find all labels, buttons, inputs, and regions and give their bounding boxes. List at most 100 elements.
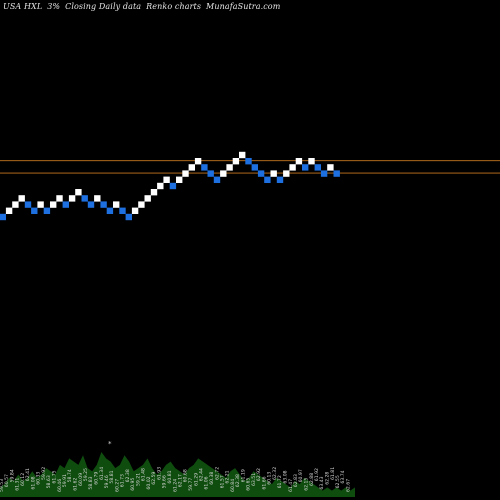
volume-label-56: 62.83 [293, 474, 299, 487]
renko-brick-47 [295, 158, 303, 165]
renko-brick-31 [194, 158, 202, 165]
renko-brick-32 [201, 164, 208, 171]
volume-label-63: 61.81 [330, 467, 336, 480]
volume-label-30: 61.93 [157, 467, 163, 480]
renko-brick-41 [257, 170, 265, 177]
renko-brick-34 [213, 176, 221, 183]
renko-brick-51 [320, 170, 328, 177]
volume-label-17: 58.83 [88, 476, 94, 489]
renko-brick-36 [226, 164, 233, 171]
renko-brick-52 [327, 164, 334, 171]
renko-brick-8 [50, 201, 57, 208]
volume-label-46: 61.19 [241, 469, 247, 482]
volume-label-23: 61.73 [120, 474, 126, 487]
volume-label-8: 59.92 [41, 467, 47, 480]
renko-brick-6 [37, 201, 44, 208]
volume-label-7: 60.33 [36, 472, 42, 485]
renko-brick-43 [270, 170, 277, 177]
renko-brick-5 [31, 207, 38, 214]
volume-label-65: 63.74 [340, 470, 346, 483]
renko-brick-21 [131, 207, 139, 214]
renko-brick-17 [106, 207, 114, 214]
volume-label-29: 62.59 [151, 472, 157, 485]
renko-brick-3 [18, 195, 25, 202]
volume-label-55: 61.47 [288, 479, 294, 492]
volume-label-33: 61.24 [172, 479, 178, 492]
renko-brick-18 [113, 201, 120, 208]
volume-label-11: 60.46 [57, 479, 63, 492]
volume-marker: * [108, 440, 112, 448]
renko-brick-0 [0, 213, 7, 221]
volume-label-61: 63.43 [319, 476, 325, 489]
volume-label-54: 63.08 [283, 470, 289, 483]
renko-brick-9 [56, 195, 63, 202]
renko-brick-25 [157, 182, 164, 190]
volume-label-52: 62.32 [272, 467, 278, 480]
volume-label-1: 60.57 [4, 474, 10, 487]
renko-brick-26 [163, 176, 170, 183]
volume-label-64: 62.55 [335, 475, 341, 488]
volume-label-3: 61.31 [15, 478, 21, 491]
symbol-label: USA HXL [3, 2, 43, 11]
volume-label-50: 61.66 [262, 476, 268, 489]
volume-label-66: 62.67 [346, 479, 352, 492]
renko-brick-22 [138, 201, 145, 208]
renko-brick-39 [245, 158, 252, 165]
volume-label-57: 60.97 [298, 469, 304, 482]
renko-brick-15 [94, 195, 101, 202]
renko-brick-12 [75, 189, 82, 196]
renko-brick-20 [125, 213, 132, 221]
volume-label-4: 60.12 [20, 473, 26, 486]
renko-brick-40 [251, 164, 258, 171]
renko-brick-46 [289, 164, 296, 171]
renko-brick-30 [188, 164, 195, 171]
renko-brick-11 [68, 195, 76, 202]
volume-label-0: 59.53 [0, 479, 5, 492]
volume-label-43: 62.21 [225, 470, 231, 483]
volume-label-42: 61.57 [220, 475, 226, 488]
renko-brick-44 [276, 176, 284, 183]
renko-brick-49 [308, 158, 315, 165]
renko-brick-16 [100, 201, 107, 208]
volume-label-2: 59.84 [10, 469, 16, 482]
volume-label-6: 61.08 [31, 476, 37, 489]
renko-brick-24 [150, 189, 158, 196]
volume-label-32: 60.81 [167, 470, 173, 483]
chart-header: USA HXL 3% Closing Daily data Renko charts M… [3, 2, 285, 11]
volume-label-34: 62.17 [178, 474, 184, 487]
volume-label-48: 63.51 [251, 473, 257, 486]
volume-label-51: 60.13 [267, 472, 273, 485]
brand-label: MunafaSutra.com [206, 2, 281, 11]
renko-bricks [0, 151, 340, 221]
volume-label-35: 60.68 [183, 469, 189, 482]
volume-label-12: 59.91 [62, 474, 68, 487]
volume-label-28: 60.02 [146, 476, 152, 489]
volume-label-18: 60.79 [94, 472, 100, 485]
volume-label-15: 60.09 [78, 473, 84, 486]
renko-brick-38 [239, 151, 246, 159]
volume-fill [0, 452, 355, 497]
renko-brick-33 [207, 170, 214, 177]
volume-label-58: 62.15 [304, 478, 310, 491]
renko-brick-37 [232, 158, 240, 165]
change-label: 3% [47, 2, 61, 11]
renko-brick-29 [182, 170, 189, 177]
volume-label-44: 60.84 [230, 479, 236, 492]
volume-label-49: 62.92 [256, 468, 262, 481]
volume-label-36: 59.77 [188, 478, 194, 491]
renko-brick-50 [314, 164, 321, 171]
volume-label-20: 59.46 [104, 475, 110, 488]
volume-label-19: 61.34 [99, 467, 105, 480]
volume-label-47: 60.65 [246, 478, 252, 491]
renko-brick-13 [81, 195, 88, 202]
renko-brick-10 [62, 201, 69, 208]
volume-label-13: 58.74 [67, 469, 73, 482]
volume-label-62: 62.28 [325, 472, 331, 485]
volume-label-41: 62.72 [214, 467, 220, 480]
renko-brick-35 [220, 170, 227, 177]
volume-label-5: 62.41 [25, 468, 31, 481]
volume-label-45: 62.38 [235, 474, 241, 487]
volume-label-24: 62.38 [125, 469, 131, 482]
